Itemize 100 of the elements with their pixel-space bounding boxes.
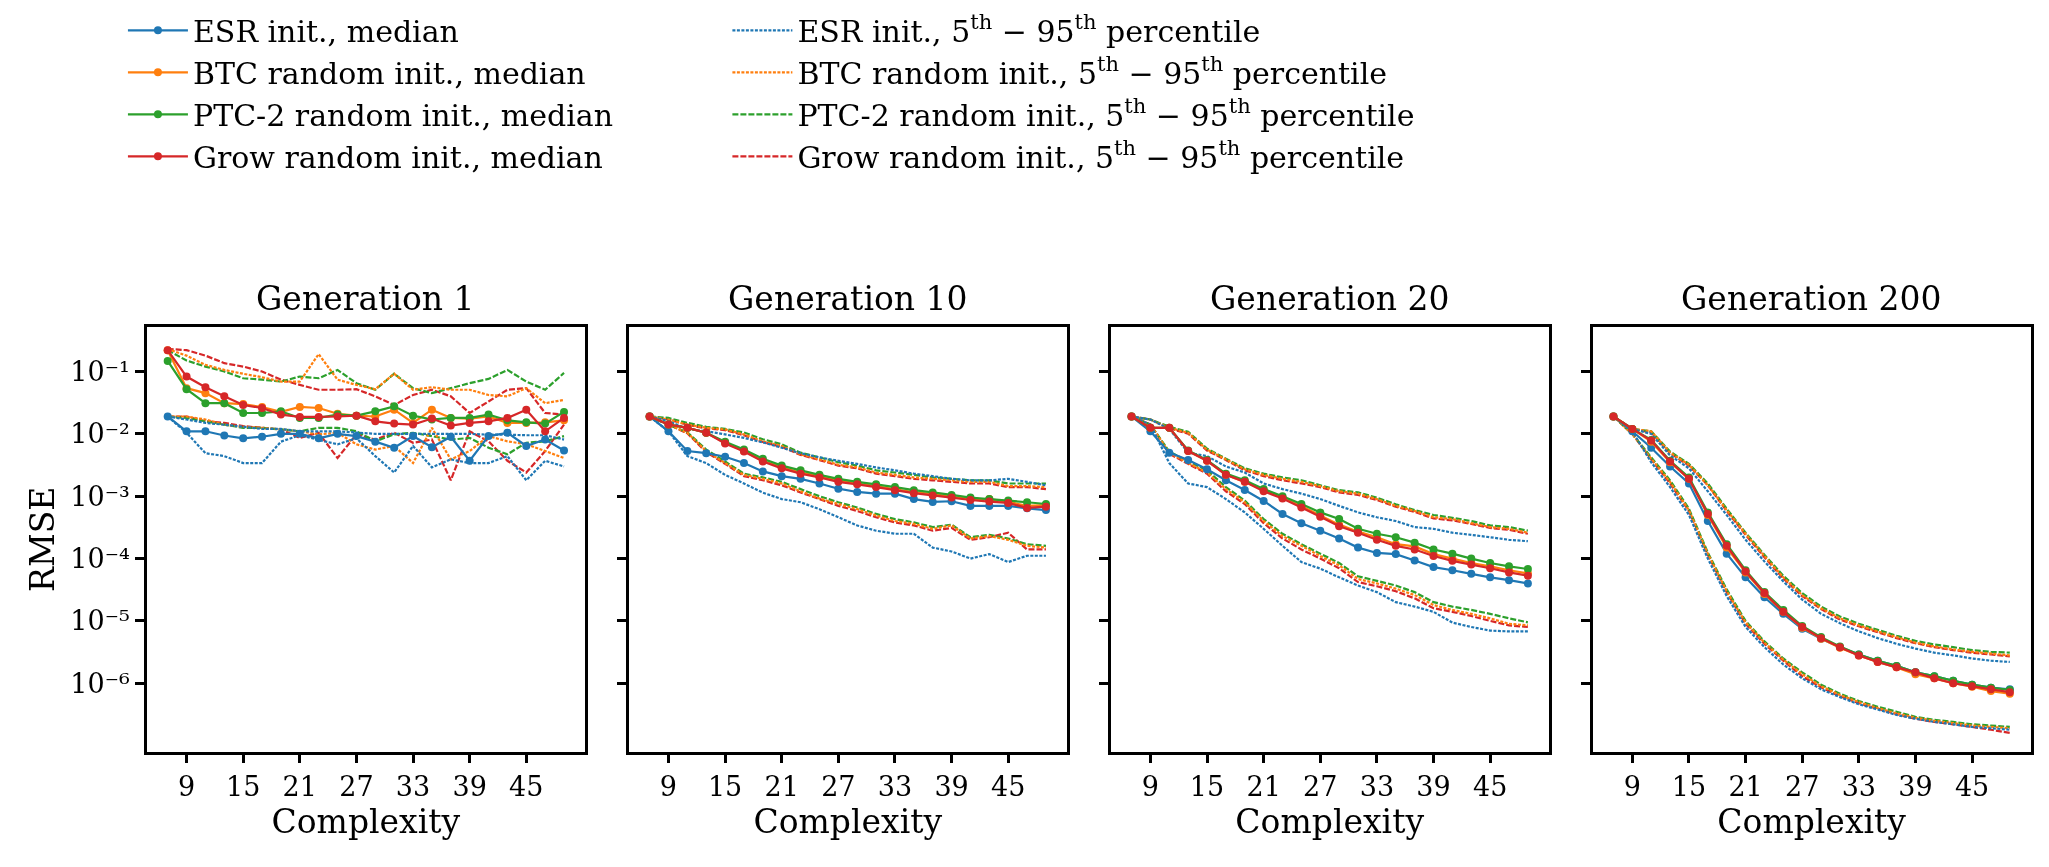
chart-title: Generation 1 <box>256 279 475 318</box>
point <box>182 372 191 381</box>
legend-label: BTC random init., median <box>192 56 586 92</box>
x-tick-label: 27 <box>821 770 856 802</box>
x-tick-label: 39 <box>1416 770 1451 802</box>
point <box>201 383 210 392</box>
point <box>1316 526 1325 535</box>
point <box>314 403 323 412</box>
point <box>295 402 304 411</box>
x-axis-title: Complexity <box>753 801 943 841</box>
y-tick-label: 10⁻¹ <box>70 355 130 387</box>
point <box>239 409 248 418</box>
point <box>1335 515 1344 524</box>
x-tick-label: 33 <box>877 770 913 802</box>
x-axis-title: Complexity <box>1235 801 1425 841</box>
x-tick-label: 9 <box>1141 770 1159 802</box>
y-tick-label: 10⁻² <box>70 418 130 450</box>
point <box>1505 576 1513 585</box>
x-tick-label: 45 <box>1472 770 1508 802</box>
point <box>314 434 323 443</box>
point <box>1448 566 1457 575</box>
y-tick-label: 10⁻⁴ <box>70 543 130 575</box>
chart-title: Generation 10 <box>728 279 968 318</box>
point <box>1523 565 1532 574</box>
point <box>541 435 550 444</box>
legend-label: ESR init., 5$^{th}$ − 95$^{th}$ percentile <box>797 10 1261 50</box>
point <box>853 487 862 496</box>
x-tick-label: 33 <box>1359 770 1395 802</box>
point <box>446 432 455 441</box>
point <box>258 432 267 441</box>
chart-title: Generation 200 <box>1681 279 1942 318</box>
point <box>371 407 380 416</box>
x-tick-label: 39 <box>934 770 969 802</box>
point <box>1410 538 1419 547</box>
point <box>1297 519 1306 528</box>
point <box>390 443 399 452</box>
x-tick-label: 45 <box>1954 770 1990 802</box>
point <box>1372 548 1381 557</box>
x-tick-label: 21 <box>764 770 799 802</box>
x-tick-label: 9 <box>1623 770 1641 802</box>
x-tick-label: 27 <box>1785 770 1820 802</box>
point <box>1165 448 1174 457</box>
x-tick-label: 15 <box>1189 770 1225 802</box>
point <box>1203 465 1212 474</box>
point <box>427 443 436 452</box>
point <box>371 417 380 426</box>
point <box>683 447 692 456</box>
legend-label: Grow random init., median <box>192 140 603 176</box>
x-tick-label: 39 <box>1898 770 1933 802</box>
point <box>503 428 512 437</box>
point <box>182 427 191 436</box>
point <box>446 421 455 430</box>
point <box>427 405 436 414</box>
x-tick-label: 21 <box>1728 770 1763 802</box>
point <box>239 434 248 443</box>
point <box>295 429 304 438</box>
point <box>1467 569 1476 578</box>
x-tick-label: 15 <box>1671 770 1707 802</box>
point <box>201 399 210 408</box>
point <box>163 412 172 421</box>
point <box>739 459 748 468</box>
legend-label: PTC-2 random init., median <box>192 98 614 134</box>
point <box>1391 533 1400 542</box>
x-tick-label: 21 <box>282 770 317 802</box>
x-tick-label: 27 <box>339 770 374 802</box>
point <box>1335 534 1344 543</box>
point <box>522 441 531 450</box>
legend-label: BTC random init., 5$^{th}$ − 95$^{th}$ percentile <box>797 52 1388 92</box>
point <box>484 417 493 426</box>
point <box>1184 456 1193 465</box>
point <box>560 446 569 455</box>
point <box>1429 563 1438 572</box>
point <box>220 392 229 401</box>
y-tick-label: 10⁻⁵ <box>70 605 130 637</box>
point <box>721 452 730 461</box>
x-tick-label: 39 <box>452 770 487 802</box>
legend-label: PTC-2 random init., 5$^{th}$ − 95$^{th}$ percentile <box>797 94 1415 134</box>
point <box>465 456 474 465</box>
x-tick-label: 45 <box>509 770 544 802</box>
point <box>1240 485 1249 494</box>
point <box>1410 556 1419 565</box>
point <box>1448 549 1457 558</box>
y-tick-label: 10⁻⁶ <box>70 667 130 699</box>
point <box>1278 509 1287 518</box>
point <box>352 432 361 441</box>
point <box>928 497 937 506</box>
x-tick-label: 15 <box>707 770 743 802</box>
x-axis-title: Complexity <box>1717 801 1907 841</box>
point <box>465 418 474 427</box>
point <box>1486 573 1495 582</box>
point <box>541 427 550 436</box>
x-tick-label: 15 <box>225 770 261 802</box>
x-tick-label: 33 <box>395 770 431 802</box>
y-axis-title: RMSE <box>23 486 63 592</box>
legend-label: ESR init., median <box>192 14 459 50</box>
point <box>484 432 493 441</box>
point <box>1523 579 1532 588</box>
chart-title: Generation 20 <box>1210 279 1450 318</box>
point <box>758 467 767 476</box>
point <box>333 429 342 438</box>
